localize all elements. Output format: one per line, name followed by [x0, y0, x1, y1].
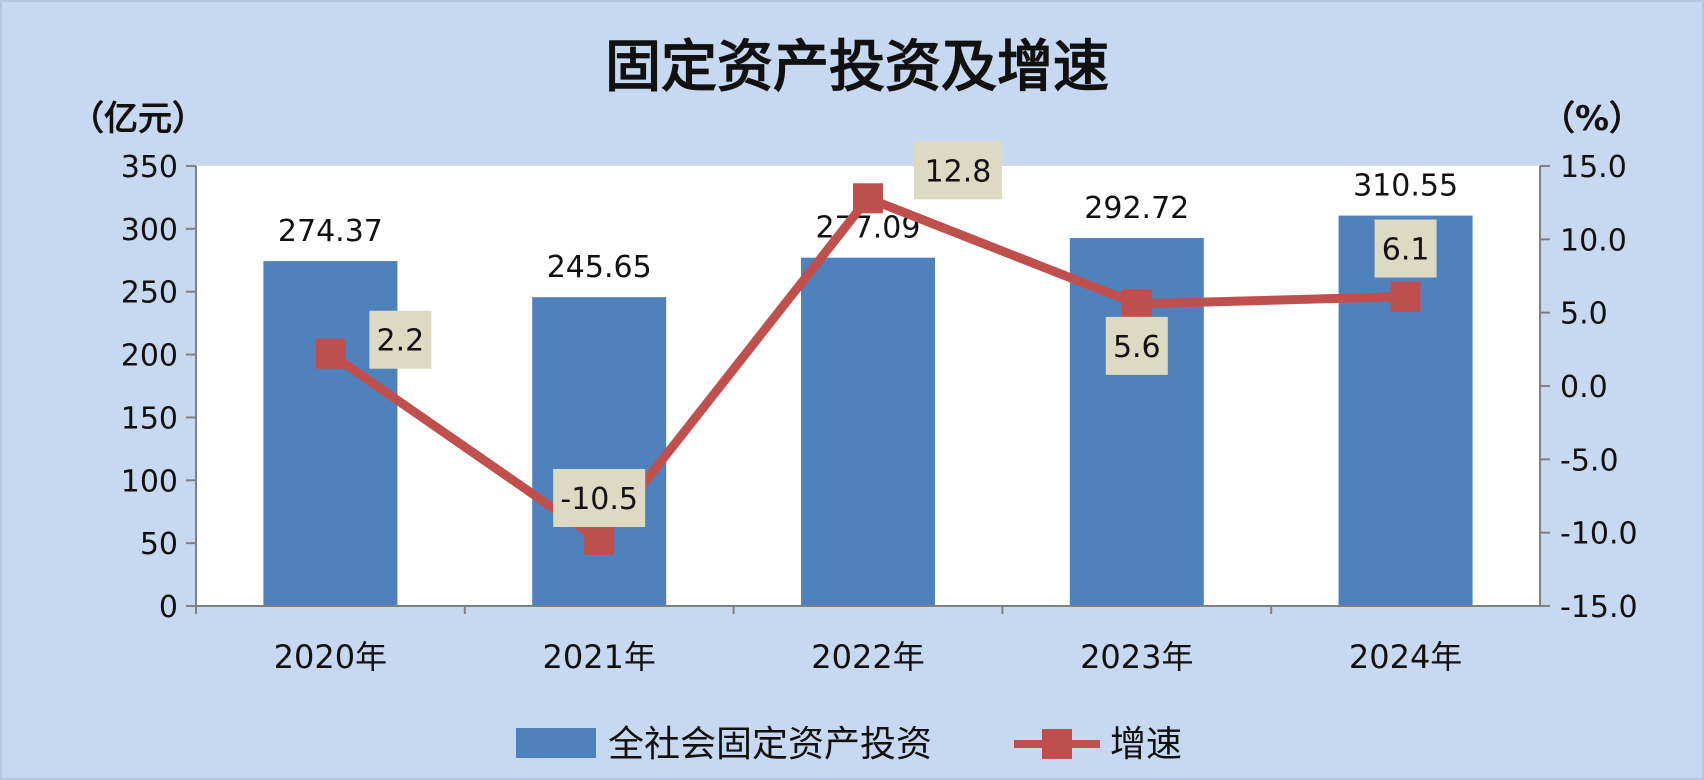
left-tick-label: 250 — [121, 276, 178, 311]
legend-line-label: 增速 — [1110, 724, 1182, 765]
bar-data-label: 292.72 — [1084, 191, 1189, 226]
line-marker — [853, 183, 883, 214]
category-label: 2024年 — [1349, 638, 1462, 676]
legend: 全社会固定资产投资 增速 — [516, 724, 1182, 765]
line-label-box — [553, 469, 646, 527]
line-label-box — [1374, 219, 1437, 278]
line-data-labels: 2.2 -10.5 12.8 5.6 6.1 — [369, 141, 1437, 527]
legend-line-marker — [1042, 729, 1072, 759]
right-tick-label: -15.0 — [1560, 590, 1638, 625]
category-label: 2022年 — [811, 638, 924, 676]
bar-data-label: 310.55 — [1353, 169, 1458, 204]
category-label: 2020年 — [274, 638, 387, 676]
right-tick-label: 10.0 — [1560, 223, 1627, 258]
right-tick-label: 5.0 — [1560, 297, 1608, 332]
right-tick-label: -10.0 — [1560, 517, 1638, 552]
legend-bar-swatch — [516, 728, 596, 758]
bar — [1338, 215, 1473, 606]
left-tick-label: 200 — [121, 339, 178, 374]
left-tick-label: 0 — [159, 590, 178, 625]
line-marker — [1121, 288, 1152, 319]
line-label-box — [369, 310, 432, 369]
right-tick-label: 0.0 — [1560, 370, 1608, 405]
right-tick-label: -5.0 — [1560, 443, 1619, 478]
chart-title: 固定资产投资及增速 — [605, 35, 1109, 100]
right-axis-ticks: -15.0 -10.0 -5.0 0.0 5.0 10.0 15.0 — [1540, 150, 1638, 625]
bar-data-label: 245.65 — [547, 250, 652, 285]
line-data-label: 2.2 — [377, 324, 425, 359]
line-marker — [315, 338, 346, 369]
left-tick-label: 50 — [140, 527, 178, 562]
line-marker — [584, 525, 615, 555]
left-axis-unit: （亿元） — [70, 99, 206, 139]
left-tick-label: 150 — [121, 401, 178, 436]
right-tick-label: 15.0 — [1560, 150, 1627, 185]
line-label-box — [1105, 316, 1168, 375]
line-data-label: 12.8 — [925, 154, 992, 189]
line-data-label: 6.1 — [1382, 233, 1430, 268]
category-labels: 2020年 2021年 2022年 2023年 2024年 — [195, 606, 1462, 676]
left-tick-label: 100 — [121, 464, 178, 499]
bar — [801, 257, 935, 606]
line-series — [315, 183, 1421, 555]
legend-bar-label: 全社会固定资产投资 — [608, 724, 932, 765]
left-tick-label: 350 — [121, 150, 178, 185]
line-data-label: -10.5 — [560, 482, 638, 517]
bar — [532, 297, 667, 606]
bar-data-label: 274.37 — [278, 214, 383, 249]
left-tick-label: 300 — [121, 213, 178, 248]
left-axis-ticks: 0 50 100 150 200 250 300 350 — [121, 150, 196, 625]
category-label: 2023年 — [1080, 638, 1193, 676]
line-marker — [1390, 281, 1421, 312]
category-label: 2021年 — [542, 638, 655, 676]
line-data-label: 5.6 — [1113, 330, 1161, 365]
right-axis-unit: （%） — [1541, 99, 1643, 139]
line-label-box — [914, 141, 1002, 200]
